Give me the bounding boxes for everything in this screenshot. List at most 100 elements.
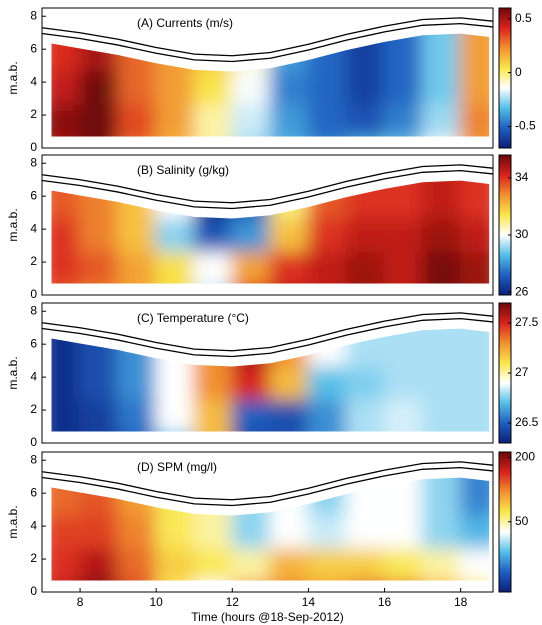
field-cell: [307, 328, 348, 367]
colorbar: [498, 7, 512, 149]
surface-line: [41, 461, 494, 501]
y-tick-label: 0: [30, 140, 37, 154]
field-cell: [459, 477, 490, 516]
colorbar-tick-label: 50: [515, 514, 529, 528]
panel-title: (C) Temperature (°C): [137, 311, 249, 325]
field-cell: [117, 33, 158, 72]
field-cell: [269, 180, 310, 219]
field: [51, 180, 490, 284]
panel: 0 2 4 6 8 (B) Salinity (g/kg) m.a.b. 26 30 34: [6, 154, 529, 301]
surface-line: [41, 22, 494, 63]
surface-line: [41, 17, 494, 57]
field-cell: [117, 328, 158, 367]
colorbar: [498, 154, 512, 296]
field-cell: [421, 328, 462, 367]
field-cell: [459, 180, 490, 219]
plot-frame: [41, 451, 494, 593]
surface-line: [41, 317, 494, 358]
x-tick-label: 10: [149, 595, 163, 609]
y-axis-label: m.a.b.: [6, 208, 20, 241]
panel: 0 2 4 6 8 (A) Currents (m/s) m.a.b. 0.5 0 -0.5: [6, 7, 536, 154]
field-cell: [79, 477, 120, 516]
field-cell: [383, 180, 424, 219]
field-cell: [155, 180, 196, 219]
y-tick-label: 2: [30, 107, 37, 121]
field: [51, 477, 490, 581]
y-tick-label: 0: [30, 435, 37, 449]
y-tick-label: 6: [30, 188, 37, 202]
field-cell: [269, 328, 310, 367]
field-cell: [231, 477, 272, 549]
colorbar-tick-label: 34: [515, 170, 529, 184]
field-cells: [51, 477, 490, 581]
field-cell: [269, 477, 310, 516]
x-tick-label: 14: [302, 595, 316, 609]
field-cells: [51, 328, 490, 432]
colorbar-tick-label: 200: [515, 450, 535, 464]
field-cell: [231, 33, 272, 105]
surface-line: [41, 466, 494, 507]
x-axis-label: Time (hours @18-Sep-2012): [191, 610, 343, 624]
colorbar-tick-label: 27.5: [515, 315, 539, 329]
field-cell: [383, 33, 424, 72]
colorbar-tick-label: 26.5: [515, 415, 539, 429]
surface-line: [41, 164, 494, 204]
y-axis-label: m.a.b.: [6, 61, 20, 94]
panel-title: (B) Salinity (g/kg): [137, 163, 229, 177]
y-tick-label: 4: [30, 221, 37, 235]
colorbar-tick-label: 0.5: [515, 11, 532, 25]
y-tick-label: 8: [30, 303, 37, 317]
field-cell: [307, 180, 348, 219]
panel-title: (D) SPM (mg/l): [137, 460, 217, 474]
field-cell: [383, 477, 424, 516]
colorbar-tick-label: 30: [515, 227, 529, 241]
plot-frame: [41, 302, 494, 444]
y-tick-label: 4: [30, 74, 37, 88]
panel: 0 2 4 6 8 8 10 12 14 16 18 (D) SPM (mg/l) m.a.b. Time…: [6, 450, 535, 625]
field: [51, 33, 490, 137]
y-tick-label: 6: [30, 485, 37, 499]
field-cell: [193, 328, 234, 400]
x-tick-label: 8: [77, 595, 84, 609]
field-cell: [79, 180, 120, 219]
field-cells: [51, 33, 490, 137]
y-tick-label: 0: [30, 287, 37, 301]
y-tick-label: 8: [30, 8, 37, 22]
field-cell: [421, 180, 462, 219]
y-tick-label: 6: [30, 41, 37, 55]
x-tick-label: 18: [454, 595, 468, 609]
panel-title: (A) Currents (m/s): [137, 16, 233, 30]
y-axis-label: m.a.b.: [6, 356, 20, 389]
x-tick-label: 12: [226, 595, 240, 609]
field-cell: [117, 477, 158, 516]
y-tick-label: 2: [30, 254, 37, 268]
field-cell: [231, 328, 272, 400]
y-axis-label: m.a.b.: [6, 505, 20, 538]
colorbar-tick-label: -0.5: [515, 119, 536, 133]
surface-line: [41, 312, 494, 352]
y-tick-label: 0: [30, 584, 37, 598]
field-cell: [383, 328, 424, 367]
y-tick-label: 4: [30, 518, 37, 532]
y-tick-label: 8: [30, 155, 37, 169]
field-cells: [51, 180, 490, 284]
field-cell: [421, 477, 462, 516]
y-tick-label: 2: [30, 551, 37, 565]
field-cell: [193, 180, 234, 252]
y-tick-label: 8: [30, 452, 37, 466]
field: [51, 328, 490, 432]
colorbar-tick-label: 0: [515, 65, 522, 79]
field-cell: [79, 328, 120, 367]
surface-line: [41, 169, 494, 210]
field-cell: [459, 33, 490, 72]
field-cell: [421, 33, 462, 72]
y-tick-label: 4: [30, 369, 37, 383]
field-cell: [155, 328, 196, 367]
field-cell: [231, 180, 272, 252]
field-cell: [193, 33, 234, 105]
panel: 0 2 4 6 8 (C) Temperature (°C) m.a.b. 26.5 27 27.…: [6, 302, 539, 449]
colorbar-tick-label: 26: [515, 284, 529, 298]
plot-frame: [41, 154, 494, 296]
field-cell: [269, 33, 310, 72]
